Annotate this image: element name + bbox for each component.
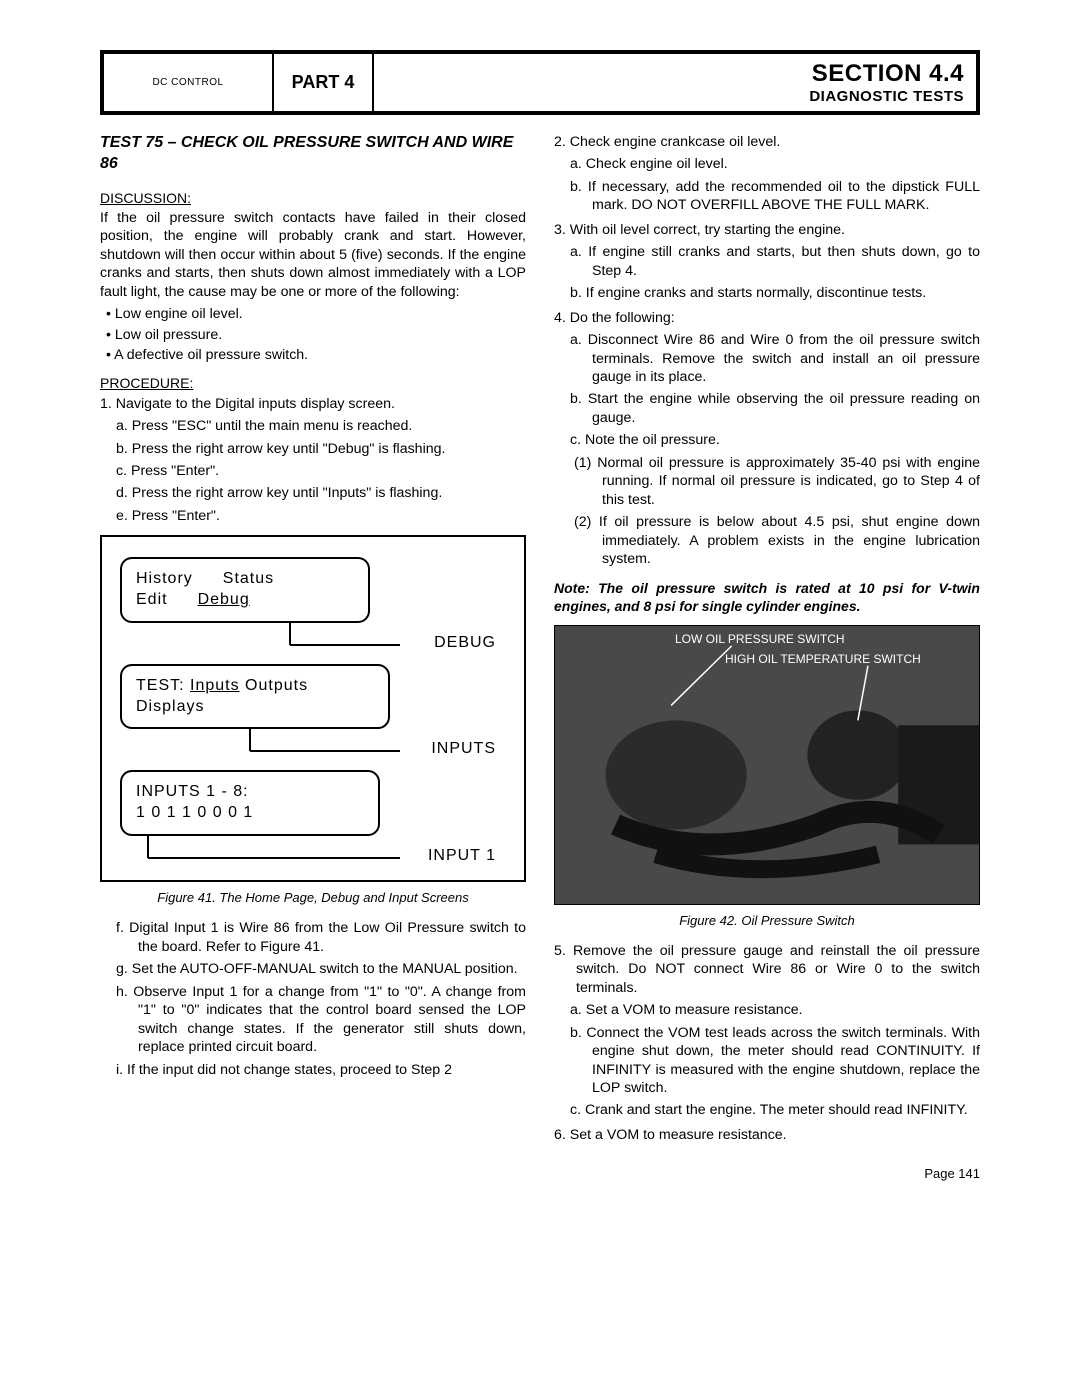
photo-label-lop: LOW OIL PRESSURE SWITCH [675, 632, 845, 648]
box2-post: Outputs [240, 677, 308, 694]
step-2: 2. Check engine crankcase oil level. [554, 133, 980, 151]
page-header: DC CONTROL PART 4 SECTION 4.4 DIAGNOSTIC… [100, 50, 980, 115]
tag-debug: DEBUG [120, 633, 506, 654]
step-1c: c. Press "Enter". [116, 462, 526, 480]
step-1b: b. Press the right arrow key until "Debu… [116, 440, 526, 458]
menu-edit: Edit [136, 590, 168, 611]
step-4c: c. Note the oil pressure. [570, 431, 980, 449]
menu-debug: Debug [198, 590, 250, 611]
step1-sub: a. Press "ESC" until the main menu is re… [100, 417, 526, 525]
step-1a: a. Press "ESC" until the main menu is re… [116, 417, 526, 435]
step-3: 3. With oil level correct, try starting … [554, 221, 980, 239]
step-3b: b. If engine cranks and starts normally,… [570, 284, 980, 302]
figure-42-photo: LOW OIL PRESSURE SWITCH HIGH OIL TEMPERA… [554, 625, 980, 905]
left-column: TEST 75 – CHECK OIL PRESSURE SWITCH AND … [100, 133, 526, 1148]
page-number: Page 141 [100, 1166, 980, 1181]
header-section-block: SECTION 4.4 DIAGNOSTIC TESTS [374, 54, 976, 111]
box2-inputs: Inputs [190, 677, 240, 694]
bullet-list: Low engine oil level. Low oil pressure. … [100, 305, 526, 364]
tag-inputs: INPUTS [120, 739, 506, 760]
proc-list: 1. Navigate to the Digital inputs displa… [100, 395, 526, 413]
step-1i: i. If the input did not change states, p… [116, 1061, 526, 1079]
note-psi: Note: The oil pressure switch is rated a… [554, 579, 980, 615]
test-title: TEST 75 – CHECK OIL PRESSURE SWITCH AND … [100, 133, 526, 175]
step-5c: c. Crank and start the engine. The meter… [570, 1101, 980, 1119]
screen-main: History Status Edit Debug [120, 557, 370, 623]
step-4c2: (2) If oil pressure is below about 4.5 p… [574, 513, 980, 568]
box2-line2: Displays [136, 697, 374, 718]
step-1g: g. Set the AUTO-OFF-MANUAL switch to the… [116, 960, 526, 978]
menu-history: History [136, 569, 193, 590]
bullet-2: Low oil pressure. [106, 326, 526, 344]
procedure-heading: PROCEDURE: [100, 374, 526, 392]
discussion-body: If the oil pressure switch contacts have… [100, 209, 526, 301]
photo-label-hot: HIGH OIL TEMPERATURE SWITCH [725, 652, 921, 668]
step-1e: e. Press "Enter". [116, 507, 526, 525]
header-dc: DC CONTROL [104, 54, 274, 111]
box3-line2: 1 0 1 1 0 0 0 1 [136, 803, 364, 824]
step-1d: d. Press the right arrow key until "Inpu… [116, 484, 526, 502]
step-6: 6. Set a VOM to measure resistance. [554, 1126, 980, 1144]
step-5a: a. Set a VOM to measure resistance. [570, 1001, 980, 1019]
step-3a: a. If engine still cranks and starts, bu… [570, 243, 980, 280]
right-column: 2. Check engine crankcase oil level. a. … [554, 133, 980, 1148]
screen-debug: TEST: Inputs Outputs Displays [120, 664, 390, 730]
section-title: SECTION 4.4 [374, 60, 964, 88]
step-5: 5. Remove the oil pressure gauge and rei… [554, 942, 980, 997]
step-1h: h. Observe Input 1 for a change from "1"… [116, 983, 526, 1057]
box3-line1: INPUTS 1 - 8: [136, 782, 364, 803]
menu-status: Status [223, 569, 274, 590]
step-2b: b. If necessary, add the recommended oil… [570, 178, 980, 215]
step-5b: b. Connect the VOM test leads across the… [570, 1024, 980, 1098]
figure-42-caption: Figure 42. Oil Pressure Switch [554, 913, 980, 930]
bullet-1: Low engine oil level. [106, 305, 526, 323]
bullet-3: A defective oil pressure switch. [106, 346, 526, 364]
figure-41-caption: Figure 41. The Home Page, Debug and Inpu… [100, 890, 526, 907]
section-sub: DIAGNOSTIC TESTS [374, 88, 964, 105]
step1-sub-cont: f. Digital Input 1 is Wire 86 from the L… [100, 919, 526, 1079]
step-1: 1. Navigate to the Digital inputs displa… [100, 395, 526, 413]
header-part: PART 4 [274, 54, 374, 111]
step-4b: b. Start the engine while observing the … [570, 390, 980, 427]
step-1f: f. Digital Input 1 is Wire 86 from the L… [116, 919, 526, 956]
screen-inputs: INPUTS 1 - 8: 1 0 1 1 0 0 0 1 [120, 770, 380, 836]
figure-41-diagram: History Status Edit Debug DEBUG TEST: Inpu… [100, 535, 526, 882]
step-4: 4. Do the following: [554, 309, 980, 327]
discussion-heading: DISCUSSION: [100, 189, 526, 207]
box2-pre: TEST: [136, 677, 190, 694]
step-4c1: (1) Normal oil pressure is approximately… [574, 454, 980, 509]
step-2a: a. Check engine oil level. [570, 155, 980, 173]
step-4a: a. Disconnect Wire 86 and Wire 0 from th… [570, 331, 980, 386]
tag-input1: INPUT 1 [120, 846, 506, 867]
